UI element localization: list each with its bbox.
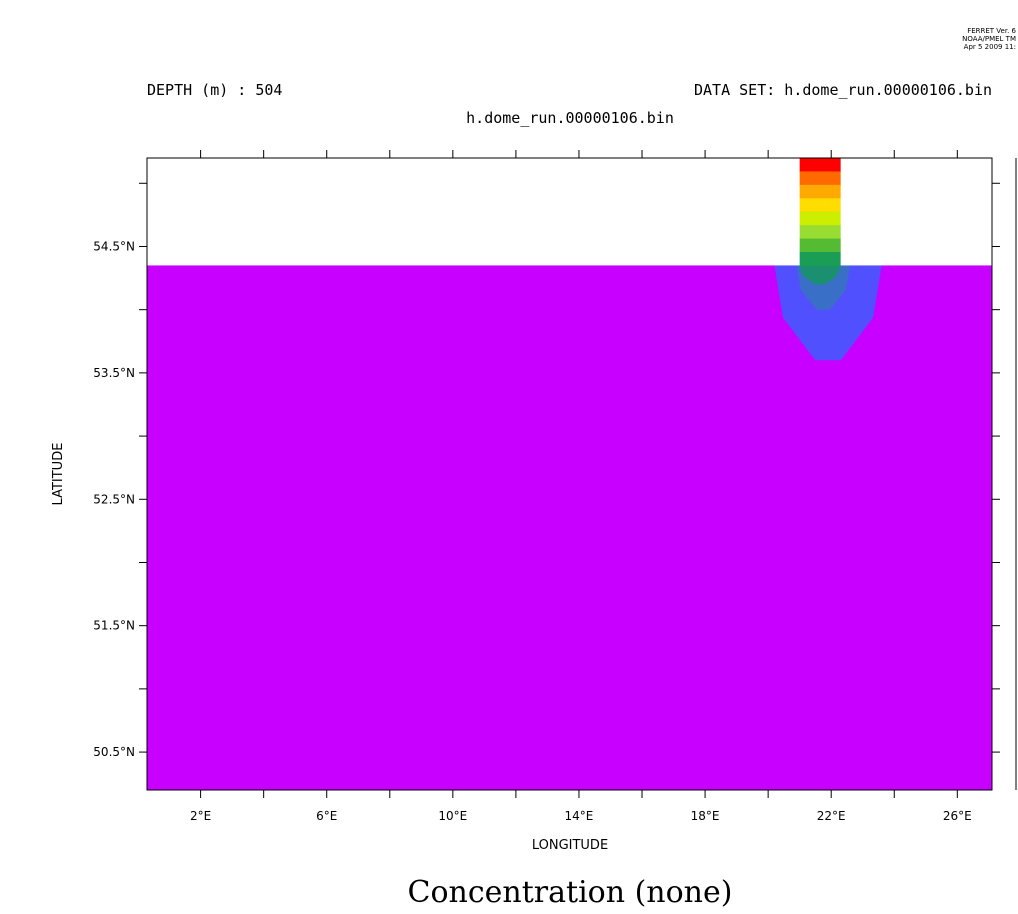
ferret-version-label: FERRET Ver. 6 xyxy=(967,27,1016,35)
x-tick-label: 18°E xyxy=(691,809,720,823)
x-tick-label: 22°E xyxy=(817,809,846,823)
y-tick-label: 53.5°N xyxy=(93,366,135,380)
ferret-date-label: Apr 5 2009 11: xyxy=(964,43,1016,51)
field-background-level xyxy=(147,265,992,790)
plume-column-band xyxy=(799,171,841,186)
plume-level-inner xyxy=(799,265,841,285)
y-tick-label: 54.5°N xyxy=(93,239,135,253)
x-tick-label: 26°E xyxy=(943,809,972,823)
depth-label: DEPTH (m) : 504 xyxy=(147,81,282,99)
plume-column-band xyxy=(799,252,841,266)
plume-column-band xyxy=(799,184,841,199)
plume-column-band xyxy=(799,158,841,172)
x-tick-label: 10°E xyxy=(438,809,467,823)
x-axis-label: LONGITUDE xyxy=(532,838,608,853)
y-tick-label: 52.5°N xyxy=(93,492,135,506)
tick-layer: 2°E 6°E 10°E 14°E 18°E 22°E 26°E 50.5°N 51.5°N 52… xyxy=(93,150,1000,823)
x-tick-label: 2°E xyxy=(190,809,211,823)
y-tick-label: 50.5°N xyxy=(93,745,135,759)
plume-layer xyxy=(774,158,882,361)
y-tick-label: 51.5°N xyxy=(93,619,135,633)
plume-column-band xyxy=(799,211,841,226)
plume-column-band xyxy=(799,238,841,253)
plume-column-band xyxy=(799,225,841,240)
plume-column-band xyxy=(799,198,841,213)
plot-frame xyxy=(146,157,993,791)
ferret-org-label: NOAA/PMEL TM xyxy=(962,35,1016,43)
field-layer xyxy=(147,265,992,790)
plot-subtitle: h.dome_run.00000106.bin xyxy=(466,109,674,127)
chart-title: Concentration (none) xyxy=(408,875,733,909)
y-axis-label: LATITUDE xyxy=(51,443,66,506)
x-tick-label: 14°E xyxy=(565,809,594,823)
dataset-label: DATA SET: h.dome_run.00000106.bin xyxy=(694,81,992,99)
x-tick-label: 6°E xyxy=(316,809,337,823)
